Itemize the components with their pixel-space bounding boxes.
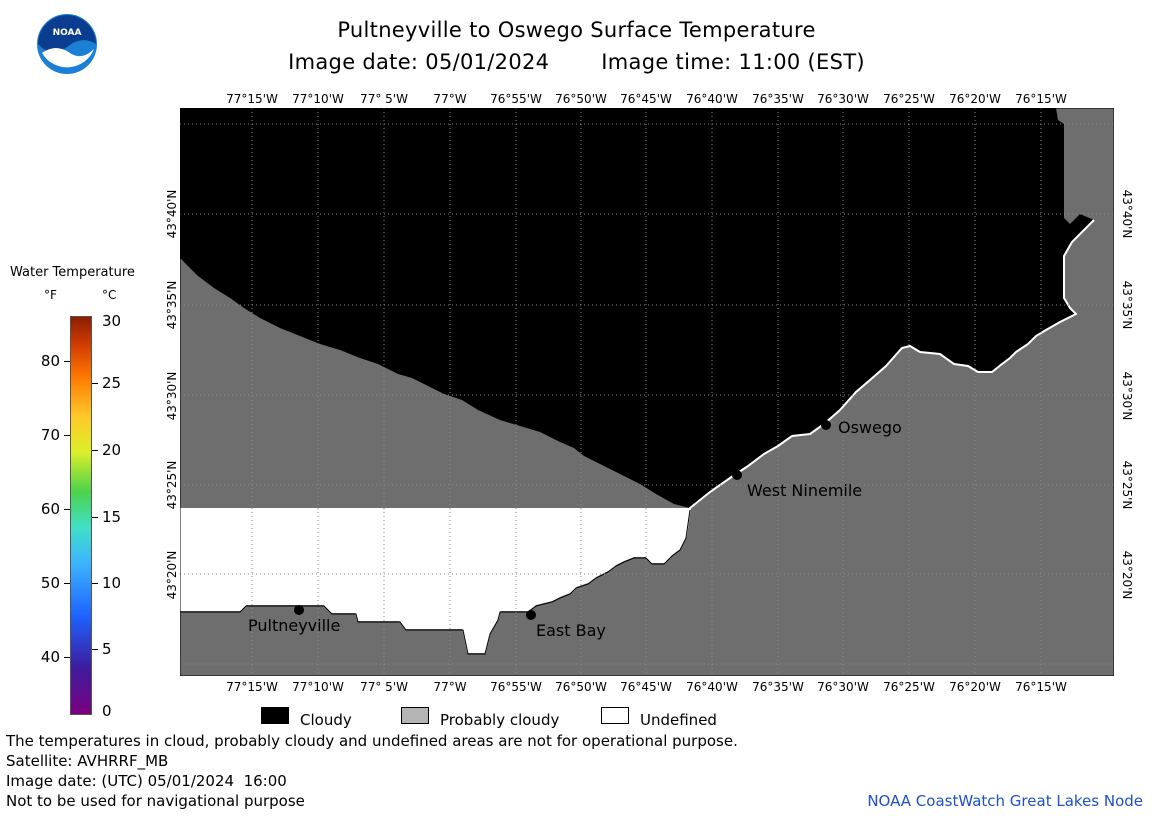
lon-label-top: 76°30'W [817, 92, 869, 106]
lon-label-top: 76°40'W [686, 92, 738, 106]
lon-label-top: 77°15'W [226, 92, 278, 106]
c-tick-mark [92, 383, 98, 384]
lon-label-top: 76°25'W [883, 92, 935, 106]
lat-label-right: 43°20'N [1120, 550, 1134, 600]
f-tick-mark [64, 657, 70, 658]
lon-label-bottom: 76°55'W [490, 680, 542, 694]
lat-label-left: 43°35'N [165, 280, 179, 330]
c-tick: 10 [102, 574, 122, 592]
utc-date: Image date: (UTC) 05/01/2024 16:00 [6, 772, 287, 790]
undefined-area [180, 258, 690, 652]
temperature-colorbar [70, 316, 92, 715]
operational-note: The temperatures in cloud, probably clou… [6, 732, 738, 750]
lon-label-bottom: 76°45'W [620, 680, 672, 694]
lon-label-bottom: 76°20'W [949, 680, 1001, 694]
map-grid [180, 108, 1114, 676]
lat-label-right: 43°30'N [1120, 371, 1134, 421]
noaa-logo: NOAA [37, 14, 97, 74]
lon-label-top: 76°15'W [1015, 92, 1067, 106]
legend-unit-f: °F [44, 288, 57, 302]
lat-label-left: 43°25'N [165, 460, 179, 510]
c-tick-mark [92, 517, 98, 518]
c-tick: 5 [102, 640, 112, 658]
c-tick-mark [92, 649, 98, 650]
f-tick-mark [64, 583, 70, 584]
lon-label-top: 77°10'W [292, 92, 344, 106]
lon-label-top: 76°20'W [949, 92, 1001, 106]
image-date: Image date: 05/01/2024 [288, 50, 550, 74]
lon-label-bottom: 77°W [433, 680, 467, 694]
lon-label-top: 76°55'W [490, 92, 542, 106]
lon-label-top: 77° 5'W [360, 92, 408, 106]
f-tick-mark [64, 509, 70, 510]
c-tick: 15 [102, 508, 122, 526]
cloudy-area [180, 108, 1094, 508]
probably-cloudy-swatch [401, 707, 429, 724]
navigation-warning: Not to be used for navigational purpose [6, 792, 305, 810]
f-tick: 80 [40, 352, 60, 370]
lon-label-bottom: 76°40'W [686, 680, 738, 694]
c-tick: 0 [102, 702, 112, 720]
lon-label-top: 76°50'W [555, 92, 607, 106]
f-tick: 60 [40, 500, 60, 518]
city-label-east-bay: East Bay [536, 621, 606, 640]
f-tick: 50 [40, 574, 60, 592]
lon-label-bottom: 77° 5'W [360, 680, 408, 694]
temperature-map [180, 108, 1114, 676]
city-label-west-ninemile: West Ninemile [747, 481, 863, 500]
f-tick-mark [64, 361, 70, 362]
f-tick-mark [64, 435, 70, 436]
c-tick: 20 [102, 441, 122, 459]
c-tick-mark [92, 583, 98, 584]
f-tick: 70 [40, 426, 60, 444]
cloudy-label: Cloudy [300, 711, 352, 729]
c-tick: 30 [102, 312, 122, 330]
probably-cloudy-label: Probably cloudy [440, 711, 560, 729]
lon-label-bottom: 76°25'W [883, 680, 935, 694]
oswego-marker [821, 420, 831, 430]
city-label-oswego: Oswego [838, 418, 902, 437]
lat-label-left: 43°20'N [165, 550, 179, 600]
lat-label-left: 43°40'N [165, 189, 179, 239]
image-time: Image time: 11:00 (EST) [601, 50, 865, 74]
pultneyville-marker [294, 605, 304, 615]
lon-label-top: 76°35'W [752, 92, 804, 106]
lon-label-bottom: 77°15'W [226, 680, 278, 694]
coastline [180, 509, 691, 655]
lon-label-top: 77°W [433, 92, 467, 106]
lon-label-bottom: 77°10'W [292, 680, 344, 694]
f-tick: 40 [40, 648, 60, 666]
image-datetime: Image date: 05/01/2024 Image time: 11:00… [0, 50, 1153, 74]
lon-label-bottom: 76°35'W [752, 680, 804, 694]
lon-label-bottom: 76°15'W [1015, 680, 1067, 694]
lon-label-bottom: 76°50'W [555, 680, 607, 694]
credit-text: NOAA CoastWatch Great Lakes Node [867, 792, 1143, 810]
legend-unit-c: °C [102, 288, 117, 302]
legend-title: Water Temperature [10, 265, 135, 280]
east-bay-marker [526, 610, 536, 620]
undefined-swatch [601, 707, 629, 724]
logo-text: NOAA [53, 28, 82, 38]
city-label-pultneyville: Pultneyville [248, 616, 341, 635]
lat-label-right: 43°25'N [1120, 460, 1134, 510]
page-title: Pultneyville to Oswego Surface Temperatu… [337, 18, 816, 42]
cloudy-swatch [261, 707, 289, 724]
undefined-label: Undefined [640, 711, 717, 729]
lat-label-left: 43°30'N [165, 371, 179, 421]
lat-label-right: 43°40'N [1120, 189, 1134, 239]
lon-label-bottom: 76°30'W [817, 680, 869, 694]
satellite-info: Satellite: AVHRRF_MB [6, 752, 169, 770]
c-tick-mark [92, 450, 98, 451]
lat-label-right: 43°35'N [1120, 280, 1134, 330]
c-tick: 25 [102, 374, 122, 392]
lon-label-top: 76°45'W [620, 92, 672, 106]
west-ninemile-marker [732, 470, 742, 480]
